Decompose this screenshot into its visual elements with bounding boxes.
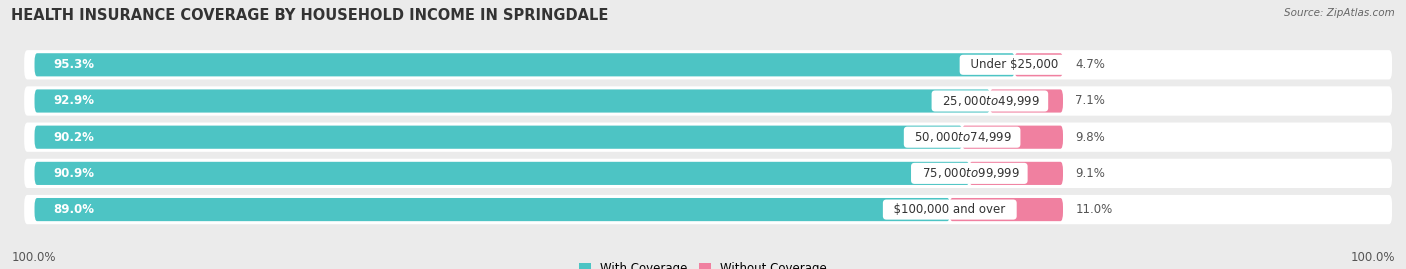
Text: 100.0%: 100.0% <box>11 251 56 264</box>
Text: Source: ZipAtlas.com: Source: ZipAtlas.com <box>1284 8 1395 18</box>
FancyBboxPatch shape <box>24 86 1392 116</box>
Text: $100,000 and over: $100,000 and over <box>886 203 1014 216</box>
Text: 90.9%: 90.9% <box>53 167 94 180</box>
Text: 9.1%: 9.1% <box>1076 167 1105 180</box>
Text: 95.3%: 95.3% <box>53 58 94 71</box>
Text: $50,000 to $74,999: $50,000 to $74,999 <box>907 130 1017 144</box>
Text: $75,000 to $99,999: $75,000 to $99,999 <box>914 167 1024 180</box>
FancyBboxPatch shape <box>35 126 962 149</box>
FancyBboxPatch shape <box>990 89 1063 113</box>
FancyBboxPatch shape <box>35 162 969 185</box>
FancyBboxPatch shape <box>969 162 1063 185</box>
FancyBboxPatch shape <box>1015 53 1063 76</box>
Text: 7.1%: 7.1% <box>1076 94 1105 108</box>
Legend: With Coverage, Without Coverage: With Coverage, Without Coverage <box>579 262 827 269</box>
Text: Under $25,000: Under $25,000 <box>963 58 1066 71</box>
FancyBboxPatch shape <box>24 50 1392 79</box>
FancyBboxPatch shape <box>35 89 990 113</box>
FancyBboxPatch shape <box>35 198 950 221</box>
FancyBboxPatch shape <box>35 53 1015 76</box>
Text: 11.0%: 11.0% <box>1076 203 1112 216</box>
Text: 100.0%: 100.0% <box>1350 251 1395 264</box>
FancyBboxPatch shape <box>24 195 1392 224</box>
Text: HEALTH INSURANCE COVERAGE BY HOUSEHOLD INCOME IN SPRINGDALE: HEALTH INSURANCE COVERAGE BY HOUSEHOLD I… <box>11 8 609 23</box>
FancyBboxPatch shape <box>24 123 1392 152</box>
Text: 4.7%: 4.7% <box>1076 58 1105 71</box>
Text: 9.8%: 9.8% <box>1076 131 1105 144</box>
FancyBboxPatch shape <box>962 126 1063 149</box>
Text: 89.0%: 89.0% <box>53 203 94 216</box>
Text: $25,000 to $49,999: $25,000 to $49,999 <box>935 94 1045 108</box>
Text: 90.2%: 90.2% <box>53 131 94 144</box>
FancyBboxPatch shape <box>24 159 1392 188</box>
FancyBboxPatch shape <box>949 198 1063 221</box>
Text: 92.9%: 92.9% <box>53 94 94 108</box>
